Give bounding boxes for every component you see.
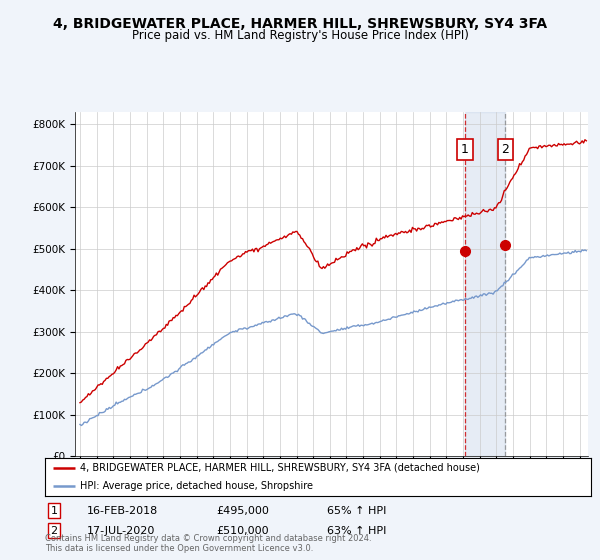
Text: HPI: Average price, detached house, Shropshire: HPI: Average price, detached house, Shro… bbox=[80, 481, 313, 491]
Text: Price paid vs. HM Land Registry's House Price Index (HPI): Price paid vs. HM Land Registry's House … bbox=[131, 29, 469, 42]
Text: 1: 1 bbox=[50, 506, 58, 516]
Text: 2: 2 bbox=[50, 526, 58, 536]
Text: £495,000: £495,000 bbox=[216, 506, 269, 516]
Text: £510,000: £510,000 bbox=[216, 526, 269, 536]
Text: 65% ↑ HPI: 65% ↑ HPI bbox=[327, 506, 386, 516]
Text: 4, BRIDGEWATER PLACE, HARMER HILL, SHREWSBURY, SY4 3FA: 4, BRIDGEWATER PLACE, HARMER HILL, SHREW… bbox=[53, 17, 547, 31]
Bar bbox=[465, 112, 505, 456]
Text: 16-FEB-2018: 16-FEB-2018 bbox=[87, 506, 158, 516]
Text: 1: 1 bbox=[461, 143, 469, 156]
Text: 17-JUL-2020: 17-JUL-2020 bbox=[87, 526, 155, 536]
Text: Contains HM Land Registry data © Crown copyright and database right 2024.
This d: Contains HM Land Registry data © Crown c… bbox=[45, 534, 371, 553]
Text: 63% ↑ HPI: 63% ↑ HPI bbox=[327, 526, 386, 536]
Text: 4, BRIDGEWATER PLACE, HARMER HILL, SHREWSBURY, SY4 3FA (detached house): 4, BRIDGEWATER PLACE, HARMER HILL, SHREW… bbox=[80, 463, 481, 473]
Text: 2: 2 bbox=[502, 143, 509, 156]
